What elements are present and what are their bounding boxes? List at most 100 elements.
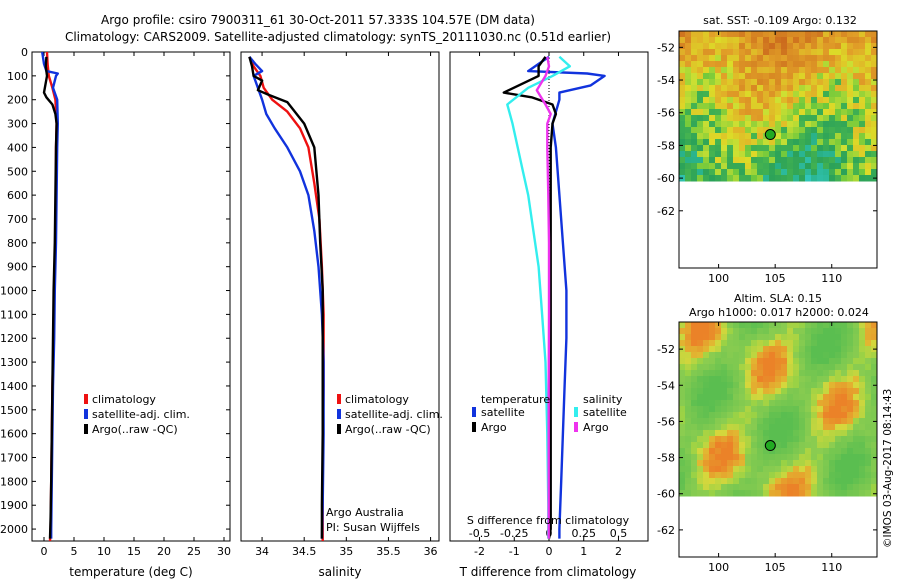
heatmap-cell — [757, 364, 764, 371]
heatmap-cell — [829, 358, 836, 365]
heatmap-cell — [847, 163, 854, 170]
legend-swatch-climatology — [84, 394, 88, 404]
heatmap-cell — [811, 127, 818, 134]
heatmap-cell — [829, 334, 836, 341]
heatmap-cell — [703, 478, 710, 485]
heatmap-cell — [859, 334, 866, 341]
heatmap-cell — [697, 322, 704, 329]
heatmap-cell — [751, 97, 758, 104]
heatmap-cell — [769, 340, 776, 347]
heatmap-cell — [733, 43, 740, 50]
heatmap-cell — [721, 364, 728, 371]
heatmap-cell — [751, 394, 758, 401]
heatmap-cell — [721, 424, 728, 431]
heatmap-cell — [841, 127, 848, 134]
heatmap-cell — [751, 328, 758, 335]
heatmap-cell — [685, 448, 692, 455]
heatmap-cell — [775, 121, 782, 128]
heatmap-cell — [745, 352, 752, 359]
heatmap-cell — [763, 115, 770, 122]
heatmap-cell — [871, 400, 878, 407]
heatmap-cell — [865, 388, 872, 395]
heatmap-cell — [853, 394, 860, 401]
heatmap-cell — [811, 412, 818, 419]
heatmap-cell — [793, 157, 800, 164]
difference-profile-panel: -2 -1 0 1 2 -0.5 -0.25 0 0.25 0.5 S difference f… — [449, 51, 649, 579]
heatmap-cell — [745, 73, 752, 80]
heatmap-cell — [775, 55, 782, 62]
heatmap-cell — [781, 322, 788, 329]
heatmap-cell — [709, 400, 716, 407]
heatmap-cell — [751, 400, 758, 407]
heatmap-cell — [715, 151, 722, 158]
heatmap-cell — [865, 43, 872, 50]
heatmap-cell — [775, 430, 782, 437]
heatmap-cell — [769, 97, 776, 104]
heatmap-cell — [817, 460, 824, 467]
heatmap-cell — [709, 61, 716, 68]
heatmap-cell — [769, 400, 776, 407]
heatmap-cell — [805, 490, 812, 497]
heatmap-cell — [841, 358, 848, 365]
heatmap-cell — [703, 73, 710, 80]
heatmap-cell — [745, 418, 752, 425]
heatmap-cell — [805, 478, 812, 485]
heatmap-cell — [847, 37, 854, 44]
heatmap-cell — [751, 109, 758, 116]
heatmap-cell — [745, 454, 752, 461]
heatmap-cell — [853, 91, 860, 98]
heatmap-cell — [745, 163, 752, 170]
heatmap-cell — [811, 370, 818, 377]
heatmap-cell — [823, 145, 830, 152]
heatmap-cell — [709, 91, 716, 98]
heatmap-cell — [739, 472, 746, 479]
heatmap-cell — [853, 61, 860, 68]
heatmap-cell — [823, 472, 830, 479]
heatmap-cell — [871, 55, 878, 62]
pressure-tick-label: 300 — [7, 118, 28, 131]
heatmap-cell — [739, 85, 746, 92]
heatmap-cell — [769, 382, 776, 389]
heatmap-cell — [775, 370, 782, 377]
heatmap-cell — [829, 97, 836, 104]
heatmap-cell — [847, 406, 854, 413]
heatmap-cell — [865, 382, 872, 389]
heatmap-cell — [715, 406, 722, 413]
heatmap-cell — [697, 478, 704, 485]
heatmap-cell — [817, 85, 824, 92]
heatmap-cell — [835, 370, 842, 377]
heatmap-cell — [703, 484, 710, 491]
heatmap-cell — [727, 394, 734, 401]
heatmap-cell — [835, 91, 842, 98]
heatmap-cell — [859, 55, 866, 62]
lat-tick-label: -56 — [657, 107, 675, 120]
heatmap-cell — [691, 340, 698, 347]
heatmap-cell — [685, 115, 692, 122]
heatmap-cell — [745, 424, 752, 431]
heatmap-cell — [781, 370, 788, 377]
heatmap-cell — [793, 151, 800, 158]
heatmap-cell — [853, 115, 860, 122]
heatmap-cell — [679, 133, 686, 140]
heatmap-cell — [691, 322, 698, 329]
heatmap-cell — [703, 91, 710, 98]
heatmap-cell — [799, 169, 806, 176]
heatmap-cell — [853, 163, 860, 170]
heatmap-cell — [853, 328, 860, 335]
heatmap-cell — [817, 382, 824, 389]
heatmap-cell — [739, 139, 746, 146]
heatmap-cell — [805, 31, 812, 38]
heatmap-cell — [703, 328, 710, 335]
heatmap-cell — [829, 412, 836, 419]
heatmap-cell — [847, 484, 854, 491]
heatmap-cell — [727, 61, 734, 68]
heatmap-cell — [811, 358, 818, 365]
heatmap-cell — [769, 460, 776, 467]
heatmap-cell — [781, 49, 788, 56]
heatmap-cell — [715, 139, 722, 146]
heatmap-cell — [745, 175, 752, 182]
heatmap-cell — [817, 91, 824, 98]
heatmap-cell — [781, 490, 788, 497]
heatmap-cell — [739, 79, 746, 86]
heatmap-cell — [733, 460, 740, 467]
